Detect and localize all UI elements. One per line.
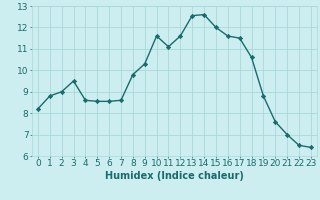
X-axis label: Humidex (Indice chaleur): Humidex (Indice chaleur) (105, 171, 244, 181)
